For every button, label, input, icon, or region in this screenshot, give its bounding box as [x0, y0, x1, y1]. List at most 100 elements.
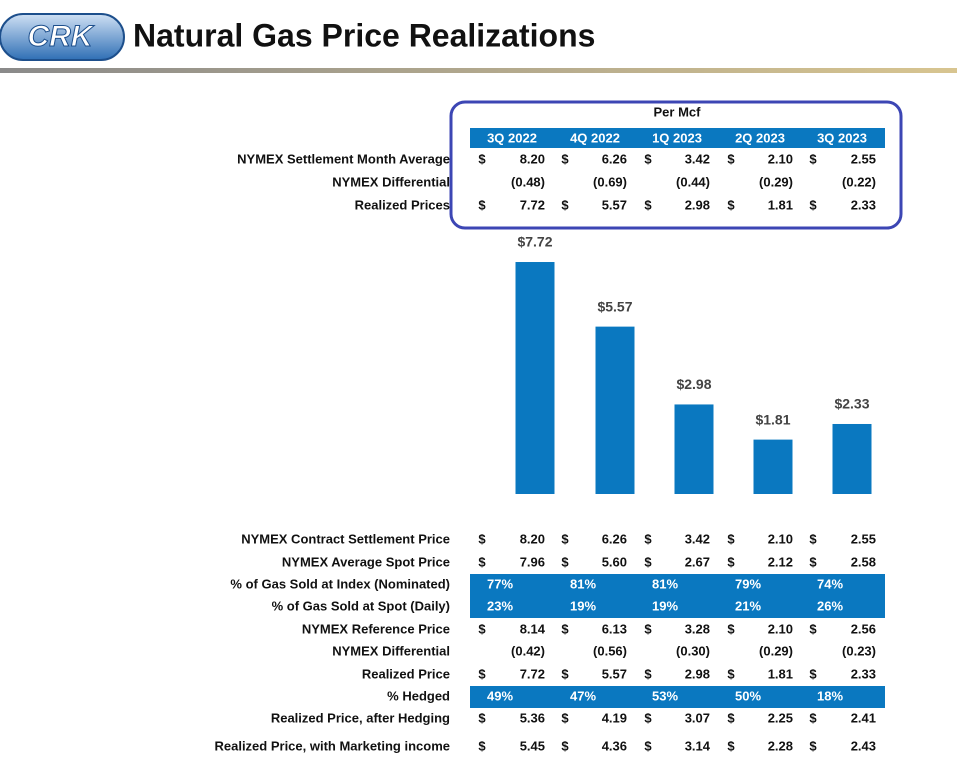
row-label: NYMEX Contract Settlement Price	[241, 531, 450, 546]
row-label: NYMEX Differential	[332, 174, 450, 189]
currency: $	[644, 151, 652, 166]
currency: $	[478, 738, 486, 753]
cell: 2.33	[851, 197, 876, 212]
cell: 2.98	[685, 197, 710, 212]
currency: $	[478, 621, 486, 636]
cell: 8.20	[520, 151, 545, 166]
title-rule	[0, 68, 957, 73]
cell: 2.10	[768, 151, 793, 166]
caption: Per Mcf	[654, 104, 702, 119]
cell: 2.55	[851, 151, 876, 166]
bar	[515, 262, 555, 494]
cell: 2.58	[851, 554, 876, 569]
title: Natural Gas Price Realizations	[133, 17, 595, 53]
cell: 1.81	[768, 666, 793, 681]
column-header: 4Q 2022	[570, 130, 620, 145]
currency: $	[809, 151, 817, 166]
cell: 19%	[652, 598, 678, 613]
cell: 49%	[487, 688, 513, 703]
currency: $	[809, 710, 817, 725]
currency: $	[478, 554, 486, 569]
cell: 2.10	[768, 531, 793, 546]
row-label: % Hedged	[387, 688, 450, 703]
currency: $	[644, 554, 652, 569]
cell: 7.96	[520, 554, 545, 569]
cell: 5.45	[520, 738, 545, 753]
data-label: $2.98	[676, 376, 711, 392]
bar	[832, 423, 872, 494]
cell: 8.20	[520, 531, 545, 546]
currency: $	[561, 621, 569, 636]
row-label: Realized Price, with Marketing income	[214, 738, 450, 753]
currency: $	[478, 151, 486, 166]
row-label: % of Gas Sold at Spot (Daily)	[272, 598, 450, 613]
cell: 81%	[652, 576, 678, 591]
currency: $	[727, 531, 735, 546]
cell: 3.28	[685, 621, 710, 636]
cell: 2.28	[768, 738, 793, 753]
row-label: NYMEX Settlement Month Average	[237, 151, 450, 166]
currency: $	[561, 554, 569, 569]
currency: $	[478, 710, 486, 725]
cell: 2.67	[685, 554, 710, 569]
row-label: % of Gas Sold at Index (Nominated)	[230, 576, 450, 591]
cell: 2.25	[768, 710, 793, 725]
cell: 2.33	[851, 666, 876, 681]
currency: $	[809, 738, 817, 753]
cell: (0.30)	[676, 643, 710, 658]
currency: $	[561, 197, 569, 212]
highlight-band	[470, 574, 885, 596]
cell: (0.29)	[759, 174, 793, 189]
column-header: 3Q 2023	[817, 130, 867, 145]
cell: 5.60	[602, 554, 627, 569]
currency: $	[809, 666, 817, 681]
currency: $	[561, 151, 569, 166]
currency: $	[644, 621, 652, 636]
currency: $	[727, 710, 735, 725]
currency: $	[561, 710, 569, 725]
cell: 21%	[735, 598, 761, 613]
currency: $	[809, 531, 817, 546]
logo-badge	[0, 13, 125, 61]
highlight-band	[470, 686, 885, 708]
logo: CRK	[28, 20, 95, 53]
bar	[595, 326, 635, 494]
row-label: NYMEX Differential	[332, 643, 450, 658]
cell: 3.42	[685, 531, 710, 546]
cell: 6.26	[602, 531, 627, 546]
cell: (0.42)	[511, 643, 545, 658]
header-band	[470, 128, 885, 148]
currency: $	[478, 197, 486, 212]
row-label: Realized Price	[362, 666, 450, 681]
data-label: $2.33	[834, 396, 869, 412]
cell: 6.13	[602, 621, 627, 636]
data-label: $1.81	[755, 411, 790, 427]
cell: (0.29)	[759, 643, 793, 658]
cell: (0.48)	[511, 174, 545, 189]
currency: $	[727, 554, 735, 569]
currency: $	[727, 621, 735, 636]
cell: (0.44)	[676, 174, 710, 189]
cell: 74%	[817, 576, 843, 591]
cell: 2.56	[851, 621, 876, 636]
currency: $	[644, 531, 652, 546]
cell: 7.72	[520, 666, 545, 681]
cell: 8.14	[520, 621, 546, 636]
cell: 5.57	[602, 666, 627, 681]
cell: 1.81	[768, 197, 793, 212]
row-label: NYMEX Reference Price	[302, 621, 450, 636]
currency: $	[561, 738, 569, 753]
column-header: 2Q 2023	[735, 130, 785, 145]
cell: 2.41	[851, 710, 876, 725]
cell: 50%	[735, 688, 761, 703]
currency: $	[478, 531, 486, 546]
currency: $	[727, 666, 735, 681]
currency: $	[644, 666, 652, 681]
cell: 3.42	[685, 151, 710, 166]
row-label: NYMEX Average Spot Price	[282, 554, 450, 569]
currency: $	[727, 151, 735, 166]
currency: $	[561, 531, 569, 546]
cell: 4.19	[602, 710, 627, 725]
cell: 2.12	[768, 554, 793, 569]
cell: 81%	[570, 576, 596, 591]
